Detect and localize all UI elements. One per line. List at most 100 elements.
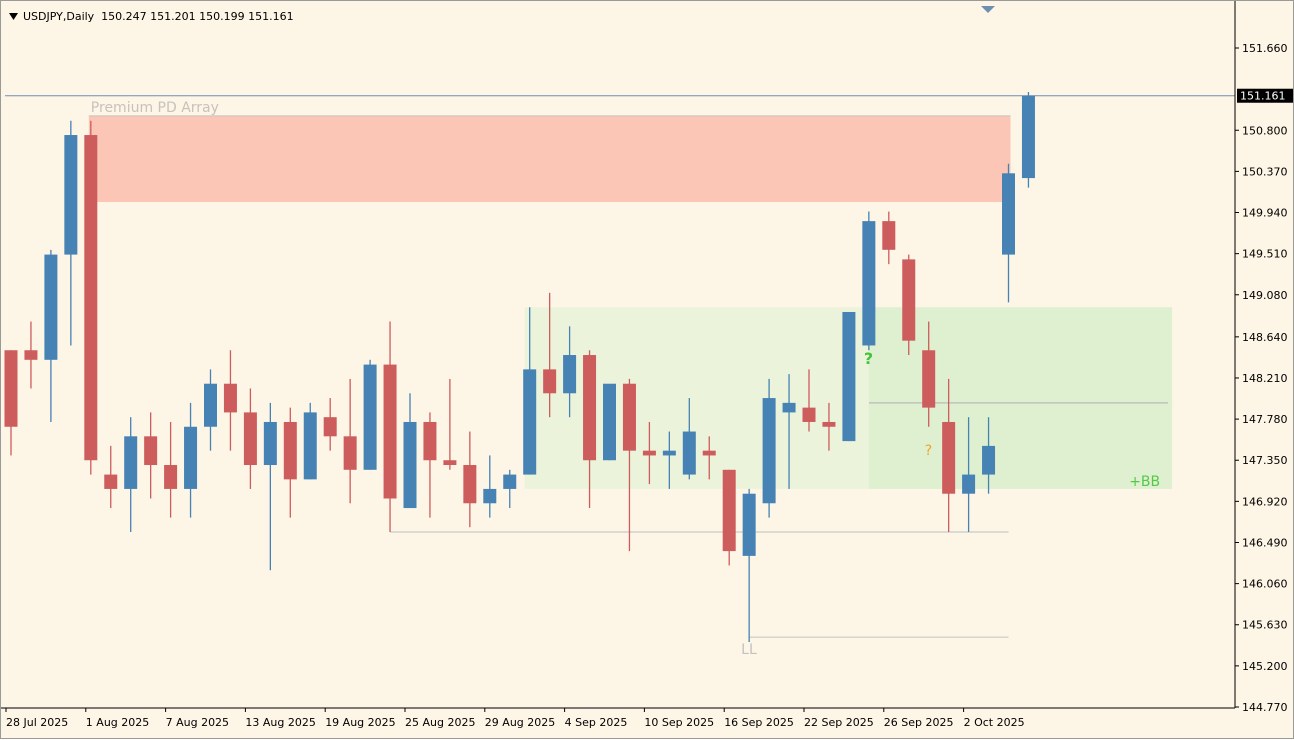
bear-candle-body	[24, 350, 38, 360]
bear-candle-body	[383, 364, 397, 499]
time-tick-label: 26 Sep 2025	[884, 716, 954, 729]
bear-candle-body	[104, 474, 118, 489]
bear-candle-body	[243, 412, 257, 466]
bull-candle-body	[64, 135, 78, 255]
price-tick-label: 144.770	[1242, 701, 1288, 714]
time-tick-label: 7 Aug 2025	[166, 716, 229, 729]
bull-candle-body	[662, 450, 676, 456]
time-tick-label: 13 Aug 2025	[245, 716, 315, 729]
time-tick-label: 10 Sep 2025	[644, 716, 714, 729]
bear-candle-body	[583, 355, 597, 461]
bear-candle-body	[822, 421, 836, 427]
time-tick-label: 2 Oct 2025	[964, 716, 1025, 729]
bull-candle-body	[1002, 173, 1015, 255]
current-price-label: 151.161	[1240, 90, 1286, 103]
price-tick-label: 148.210	[1242, 372, 1288, 385]
question-mark-green: ?	[864, 349, 873, 368]
ll-label: LL	[741, 642, 757, 658]
price-tick-label: 150.370	[1242, 165, 1288, 178]
bear-candle-body	[702, 450, 716, 456]
time-tick-label: 22 Sep 2025	[804, 716, 874, 729]
bull-candle-body	[782, 402, 796, 413]
annotations-layer: Premium PD Array +BB LL??	[91, 100, 1160, 658]
bear-candle-body	[84, 135, 98, 461]
premium-pd-array-label: Premium PD Array	[91, 100, 219, 116]
bear-candle-body	[144, 436, 158, 466]
candles-layer	[4, 91, 1035, 642]
time-tick-label: 4 Sep 2025	[565, 716, 628, 729]
bull-candle-body	[982, 445, 996, 475]
time-tick-label: 28 Jul 2025	[6, 716, 68, 729]
bb-zone-dark	[868, 307, 1173, 489]
bull-candle-body	[523, 369, 537, 475]
triangle-down-icon[interactable]	[9, 13, 18, 20]
bull-candle-body	[124, 436, 138, 489]
bear-candle-body	[642, 450, 656, 456]
bear-candle-body	[722, 469, 736, 552]
bull-candle-body	[1021, 95, 1035, 179]
price-tick-label: 146.490	[1242, 536, 1288, 549]
bear-candle-body	[4, 350, 18, 427]
bear-candle-body	[942, 421, 956, 494]
bear-candle-body	[323, 417, 337, 437]
bear-candle-body	[443, 460, 457, 466]
bear-candle-body	[882, 221, 896, 250]
price-tick-label: 148.640	[1242, 331, 1288, 344]
price-tick-label: 150.800	[1242, 124, 1288, 137]
bull-candle-body	[204, 383, 217, 427]
bear-candle-body	[463, 465, 477, 504]
bull-candle-body	[603, 383, 616, 461]
bull-candle-body	[862, 221, 876, 346]
zones-layer	[88, 115, 1173, 489]
price-tick-label: 149.080	[1242, 289, 1288, 302]
bull-candle-body	[842, 311, 856, 442]
bull-candle-body	[184, 426, 198, 489]
price-tick-label: 151.660	[1242, 42, 1288, 55]
bull-candle-body	[503, 474, 517, 489]
price-tick-label: 145.630	[1242, 619, 1288, 632]
question-mark-orange: ?	[925, 443, 932, 459]
bear-candle-body	[164, 465, 178, 489]
price-tick-label: 147.350	[1242, 454, 1288, 467]
price-tick-label: 145.200	[1242, 660, 1288, 673]
chart-title: USDJPY,Daily 150.247 151.201 150.199 151…	[23, 10, 294, 23]
bear-candle-body	[902, 259, 916, 341]
bear-candle-body	[343, 436, 357, 470]
bull-candle-body	[263, 421, 277, 466]
bull-candle-body	[682, 431, 696, 475]
bull-candle-body	[742, 493, 756, 556]
price-tick-label: 146.920	[1242, 495, 1288, 508]
time-tick-label: 29 Aug 2025	[485, 716, 555, 729]
levels-layer	[5, 95, 1235, 638]
chart-header: USDJPY,Daily 150.247 151.201 150.199 151…	[9, 10, 294, 23]
bull-candle-body	[762, 398, 776, 504]
bb-zone-light	[524, 307, 869, 489]
bb-label: +BB	[1129, 474, 1160, 490]
premium-pd-array-zone	[88, 115, 1011, 202]
bull-candle-body	[962, 474, 976, 494]
time-tick-label: 1 Aug 2025	[86, 716, 149, 729]
bear-candle-body	[802, 407, 816, 422]
bear-candle-body	[423, 421, 437, 461]
bull-candle-body	[44, 254, 58, 360]
bull-candle-body	[563, 355, 577, 394]
price-tick-label: 146.060	[1242, 578, 1288, 591]
time-tick-label: 16 Sep 2025	[724, 716, 794, 729]
bull-candle-body	[483, 488, 497, 504]
price-tick-label: 147.780	[1242, 413, 1288, 426]
bear-candle-body	[622, 383, 636, 451]
price-tick-label: 149.510	[1242, 248, 1288, 261]
shift-marker-icon	[981, 6, 995, 13]
time-tick-label: 25 Aug 2025	[405, 716, 475, 729]
bear-candle-body	[543, 369, 557, 394]
bear-candle-body	[283, 421, 297, 480]
time-tick-label: 19 Aug 2025	[325, 716, 395, 729]
price-tick-label: 149.940	[1242, 207, 1288, 220]
bull-candle-body	[303, 412, 317, 480]
bear-candle-body	[922, 350, 936, 408]
bull-candle-body	[363, 364, 377, 470]
bear-candle-body	[223, 383, 237, 413]
